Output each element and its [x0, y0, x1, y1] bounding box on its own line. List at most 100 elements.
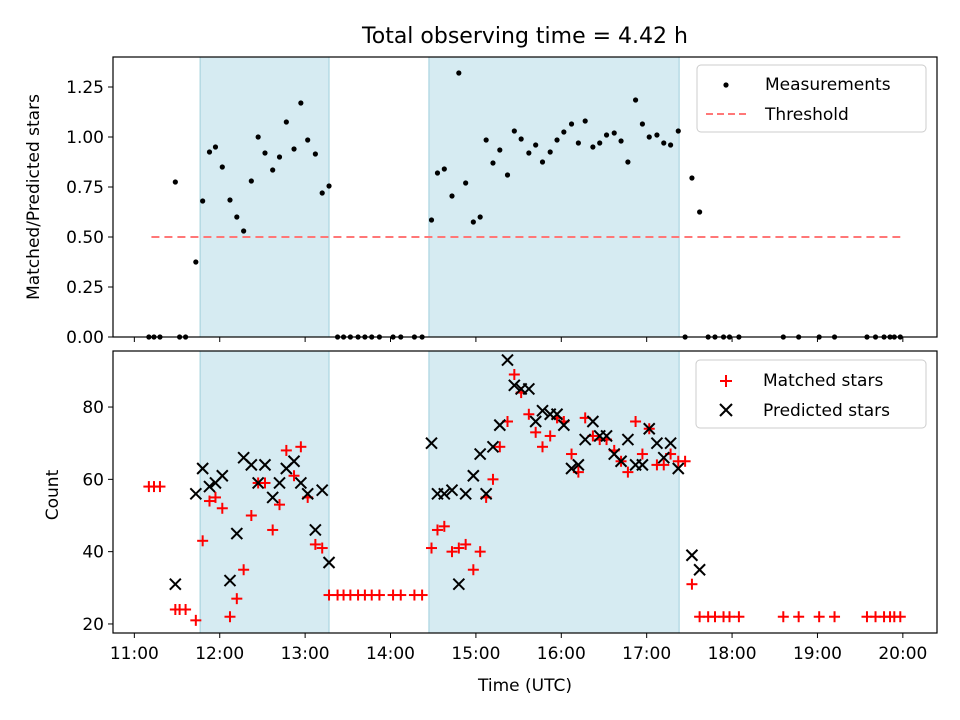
measurement-point [291, 146, 297, 152]
legend-matched-label: Matched stars [763, 371, 883, 391]
x-tick-label: 19:00 [793, 644, 842, 664]
matched-star-point [630, 416, 642, 427]
measurement-point [654, 132, 660, 138]
measurement-point [568, 121, 575, 127]
x-tick-label: 16:00 [537, 644, 586, 664]
predicted-star-point [501, 353, 514, 367]
matched-star-point [793, 611, 805, 623]
y-tick-label: 1.00 [66, 128, 104, 148]
predicted-star-point [600, 429, 613, 443]
legend-box [695, 359, 927, 429]
y-tick-label: 1.25 [66, 78, 104, 98]
measurement-point [276, 154, 283, 160]
measurement-point [477, 214, 483, 220]
measurement-point [667, 142, 674, 148]
matched-star-point [416, 589, 428, 601]
measurement-point [428, 217, 435, 223]
legend-predicted-marker [719, 403, 733, 417]
predicted-star-point [223, 574, 237, 587]
measurement-point [255, 134, 261, 140]
x-tick-label: 20:00 [878, 644, 927, 664]
matched-star-point [474, 546, 486, 558]
measurement-point [590, 144, 596, 150]
measurement-point [675, 128, 681, 134]
predicted-star-point [578, 433, 592, 446]
predicted-star-point [493, 418, 507, 432]
measurement-point [326, 183, 332, 189]
measurement-point [441, 166, 447, 172]
measurement-point [554, 137, 560, 143]
top-y-axis-label: Matched/Predicted stars [24, 94, 44, 300]
matched-star-point [494, 441, 506, 453]
predicted-star-point [445, 483, 459, 497]
predicted-star-point [315, 483, 329, 497]
measurement-point [539, 159, 546, 165]
matched-star-point [460, 538, 472, 550]
measurement-point [305, 137, 311, 143]
predicted-star-point [572, 458, 585, 472]
x-tick-label: 17:00 [622, 644, 671, 664]
matched-star-point [180, 604, 192, 615]
predicted-star-point [522, 382, 536, 396]
predicted-star-point [322, 556, 336, 569]
predicted-star-point [203, 480, 216, 493]
measurement-point [526, 150, 532, 156]
legend-measurements-label: Measurements [765, 75, 891, 95]
matched-star-point [216, 502, 228, 514]
bottom-axes-frame [112, 350, 938, 634]
predicted-star-point [565, 462, 578, 475]
predicted-star-point [643, 422, 656, 435]
matched-star-point [813, 611, 825, 623]
predicted-star-point [650, 436, 664, 450]
predicted-star-point [621, 433, 635, 446]
predicted-star-point [452, 577, 466, 591]
matched-star-point [566, 448, 578, 460]
measurement-point [661, 140, 667, 146]
measurement-point [490, 160, 496, 166]
observing-window [428, 350, 680, 634]
matched-star-point [209, 491, 221, 503]
measurement-point [518, 136, 524, 142]
bottom-y-axis-label: Count [43, 469, 63, 520]
predicted-star-point [425, 436, 438, 450]
predicted-star-point [550, 408, 564, 421]
predicted-star-point [508, 379, 521, 392]
measurement-point [193, 259, 199, 265]
measurement-point [298, 100, 304, 106]
matched-star-point [894, 611, 906, 623]
y-tick-label: 80 [82, 398, 104, 418]
legend-measurements-marker [723, 82, 729, 88]
measurement-point [497, 147, 503, 153]
y-tick-label: 0.50 [66, 228, 104, 248]
measurement-point [248, 178, 254, 184]
measurement-point [632, 97, 639, 103]
top-legend: Measurements Threshold [696, 64, 927, 133]
predicted-star-point [486, 440, 500, 454]
measurement-point [172, 179, 178, 185]
predicted-star-point [273, 476, 286, 490]
measurement-point [689, 175, 695, 181]
x-tick-label: 13:00 [281, 644, 330, 664]
measurement-point [200, 198, 206, 204]
matched-star-point [446, 546, 458, 558]
x-tick-label: 12:00 [195, 644, 244, 664]
predicted-star-point [230, 527, 244, 540]
predicted-star-point [657, 451, 670, 464]
measurement-point [639, 121, 646, 127]
x-tick-label: 18:00 [708, 644, 757, 664]
matched-star-point [544, 430, 556, 442]
predicted-star-point [266, 491, 279, 504]
predicted-star-point [685, 549, 699, 562]
measurement-point [219, 164, 225, 170]
matched-star-point [438, 520, 450, 532]
predicted-star-point [529, 415, 542, 428]
bottom-observing-windows [199, 350, 680, 634]
y-tick-label: 0.75 [66, 178, 104, 198]
predicted-star-point [693, 563, 706, 576]
observing-window [199, 56, 330, 338]
matched-star-point [530, 426, 542, 438]
predicted-star-point [614, 455, 628, 468]
matched-star-point [203, 495, 215, 507]
matched-star-point [829, 611, 841, 623]
